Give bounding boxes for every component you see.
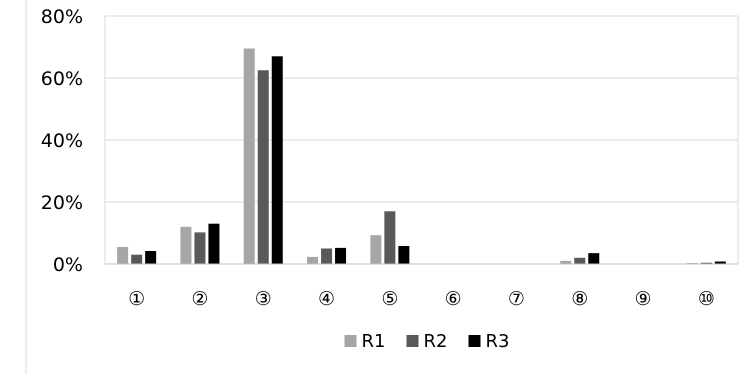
y-tick-label: 40% [41, 130, 83, 152]
bar-r1-3 [243, 48, 255, 264]
x-tick-label: ⑧ [571, 288, 588, 310]
x-tick-label: ③ [255, 288, 272, 310]
legend-label-r3: R3 [486, 331, 510, 352]
x-tick-label: ⑨ [635, 288, 652, 310]
legend: R1 R2 R3 [344, 331, 510, 352]
legend-swatch-r2 [406, 335, 419, 347]
bar-r3-8 [588, 253, 600, 264]
y-tick-label: 20% [41, 192, 83, 214]
bar-r1-1 [117, 246, 129, 264]
bar-r1-4 [307, 256, 319, 264]
bar-r3-5 [398, 246, 410, 264]
bar-r2-8 [574, 257, 586, 264]
bar-r2-1 [131, 254, 143, 264]
x-tick-label: ⑩ [698, 288, 715, 310]
bar-r3-4 [335, 247, 347, 264]
bar-r2-3 [257, 70, 269, 264]
bars [117, 48, 726, 264]
bar-r2-5 [384, 211, 396, 264]
y-tick-label: 80% [41, 6, 83, 28]
bar-r3-1 [145, 250, 157, 264]
bar-r1-5 [370, 235, 382, 264]
x-tick-label: ⑦ [508, 288, 525, 310]
legend-swatch-r1 [344, 335, 357, 347]
bar-r2-2 [194, 232, 206, 264]
bar-r3-2 [208, 223, 220, 264]
legend-label-r2: R2 [424, 331, 448, 352]
x-tick-label: ② [191, 288, 208, 310]
y-tick-label: 0% [53, 254, 83, 276]
x-tick-label: ⑥ [445, 288, 462, 310]
x-tick-label: ① [128, 288, 145, 310]
gridlines [104, 15, 739, 265]
bar-r2-10 [700, 262, 712, 264]
y-tick-label: 60% [41, 68, 83, 90]
bar-r1-2 [180, 226, 192, 264]
bar-r1-8 [560, 260, 572, 264]
axes: 0% 20% 40% 60% 80% ① ② ③ ④ ⑤ ⑥ ⑦ ⑧ ⑨ ⑩ [41, 6, 738, 310]
legend-label-r1: R1 [362, 331, 386, 352]
legend-swatch-r3 [468, 335, 481, 347]
bar-r2-4 [321, 248, 333, 264]
bar-r3-10 [714, 261, 726, 264]
bar-r3-3 [271, 56, 283, 264]
x-tick-label: ⑤ [381, 288, 398, 310]
x-tick-label: ④ [318, 288, 335, 310]
